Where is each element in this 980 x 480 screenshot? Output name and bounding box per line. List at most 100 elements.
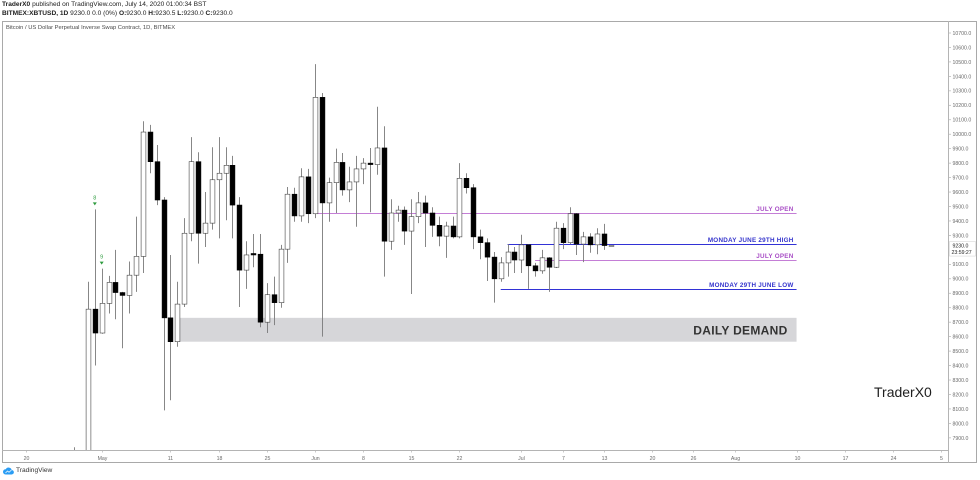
candle: [408, 199, 415, 294]
price-tick-label: 8600.0: [953, 335, 969, 341]
candle: [374, 106, 381, 175]
bullish-candle-body: [594, 233, 601, 246]
bearish-candle-body: [532, 265, 539, 272]
bullish-candle-body: [188, 161, 195, 234]
triangle-down-icon: [99, 261, 104, 265]
last-price-label: 9230.0: [953, 243, 969, 249]
level-label: MONDAY 29TH JUNE LOW: [709, 282, 793, 289]
candle: [92, 209, 99, 366]
bearish-candle-body: [450, 225, 457, 238]
level-label: MONDAY JUNE 29TH HIGH: [708, 237, 794, 244]
price-tick-label: 10000.0: [953, 132, 972, 138]
chart-frame: [2, 21, 977, 463]
candle: [532, 262, 539, 277]
bearish-candle-body: [546, 257, 553, 268]
candle: [484, 238, 491, 281]
bullish-candle-body: [209, 179, 216, 224]
bearish-candle-body: [167, 317, 174, 343]
candle: [608, 245, 615, 247]
bearish-candle-body: [560, 227, 567, 243]
candle: [463, 173, 470, 194]
bullish-candle-body: [243, 254, 250, 271]
close-value: 9230.0: [212, 10, 233, 17]
candle: [518, 234, 525, 274]
candle: [511, 246, 518, 274]
bullish-candle-body: [567, 213, 574, 243]
bullish-candle-body: [518, 244, 525, 261]
candle: [601, 223, 608, 250]
tradingview-brand[interactable]: TradingView: [3, 465, 52, 476]
candle: [161, 197, 168, 411]
author-name[interactable]: TraderX0: [2, 1, 31, 8]
bearish-candle-body: [229, 165, 236, 206]
bar-countdown: 23:59:27: [952, 250, 972, 256]
bullish-candle-body: [202, 222, 209, 234]
axes: 10700.0 10600.0 10500.0 10400.0 10300.0 10200…: [2, 21, 976, 463]
candle: [133, 216, 140, 292]
candle: [525, 244, 532, 289]
candle: [470, 184, 477, 250]
price-tick-label: 8800.0: [953, 306, 969, 312]
candle: [553, 221, 560, 268]
candle: [181, 218, 188, 307]
candle: [319, 93, 326, 337]
candle: [477, 229, 484, 260]
demand-zone[interactable]: [179, 317, 797, 342]
count-marker-label: 9: [100, 255, 103, 261]
bearish-candle-body: [587, 236, 594, 246]
price-tick-label: 8200.0: [953, 392, 969, 398]
bullish-candle-body: [395, 209, 402, 214]
candle: [126, 261, 133, 314]
time-tick-label: May: [98, 456, 108, 462]
plot-area[interactable]: DAILY DEMAND JULY OPEN MONDAY JUNE 29TH HI…: [72, 64, 797, 480]
candle: [436, 216, 443, 247]
candle: [539, 249, 546, 274]
candle: [99, 268, 106, 334]
time-tick-label: 7: [562, 456, 565, 462]
level-label: JULY OPEN: [756, 206, 793, 213]
bearish-candle-body: [511, 251, 518, 261]
bearish-candle-body: [92, 308, 99, 334]
candle: [312, 64, 319, 219]
symbol-label: BITMEX:XBTUSD, 1D: [2, 10, 69, 17]
candle: [106, 275, 113, 314]
time-tick-label: Jul: [518, 456, 525, 462]
bullish-candle-body: [443, 225, 450, 237]
publish-text: published on TradingView.com, July 14, 2…: [32, 1, 207, 8]
bullish-candle-body: [140, 131, 147, 257]
bearish-candle-body: [257, 253, 264, 323]
bullish-candle-body: [312, 97, 319, 215]
publish-info: TraderX0 published on TradingView.com, J…: [2, 1, 206, 9]
bearish-candle-body: [381, 147, 388, 242]
bullish-candle-body: [346, 181, 353, 191]
brand-name: TradingView: [16, 467, 53, 474]
candle: [305, 168, 312, 224]
bearish-candle-body: [601, 233, 608, 246]
last-price-badge: [949, 241, 976, 257]
bearish-candle-body: [470, 187, 477, 238]
candle: [167, 254, 174, 401]
bullish-candle-body: [353, 168, 360, 183]
candle: [74, 447, 75, 450]
candle: [415, 192, 422, 224]
bullish-candle-body: [360, 162, 367, 170]
price-tick-label: 8000.0: [953, 421, 969, 427]
time-tick-label: Jun: [311, 456, 319, 462]
count-marker-label: 8: [93, 195, 96, 201]
time-tick-label: 20: [650, 456, 656, 462]
bullish-candle-body: [456, 178, 463, 238]
annotation-labels: DAILY DEMAND JULY OPEN MONDAY JUNE 29TH HI…: [92, 195, 794, 337]
low-value: 9230.0: [183, 10, 204, 17]
price-tick-label: 8300.0: [953, 378, 969, 384]
candle: [367, 147, 374, 213]
bullish-candle-body: [133, 256, 140, 276]
candle: [326, 177, 333, 222]
bearish-candle-body: [154, 161, 161, 201]
time-axis[interactable]: 20 May 11 18 25 Jun 8 15 22 Jul 7 13 20 26 Aug 10 17 24 5: [24, 450, 943, 463]
time-tick-label: 25: [265, 456, 271, 462]
candle: [250, 233, 257, 268]
bearish-candle-body: [271, 294, 278, 303]
price-axis[interactable]: 10700.0 10600.0 10500.0 10400.0 10300.0 10200…: [948, 31, 976, 442]
price-tick-label: 9800.0: [953, 161, 969, 167]
